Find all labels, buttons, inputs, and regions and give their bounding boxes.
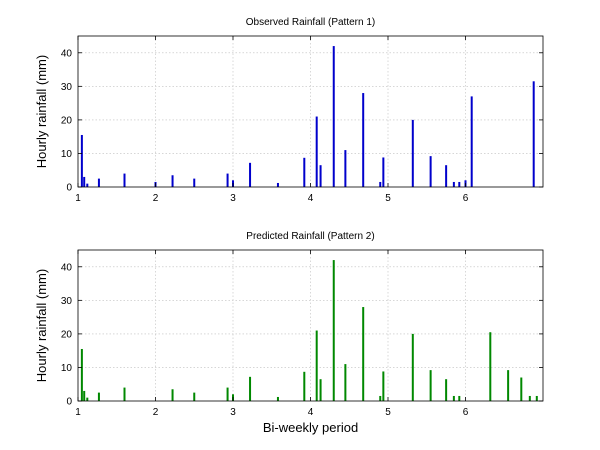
predicted-rainfall-bar <box>123 387 126 401</box>
predicted-rainfall-bar <box>379 395 382 401</box>
predicted-y-tick-label: 40 <box>61 262 73 273</box>
observed-rainfall-bar <box>171 175 174 187</box>
predicted-rainfall-bar <box>171 389 174 401</box>
predicted-rainfall-bar <box>429 370 432 401</box>
observed-rainfall-bar <box>332 46 335 187</box>
observed-x-tick-label: 5 <box>385 193 391 204</box>
observed-rainfall-bar <box>379 181 382 187</box>
predicted-rainfall-bar <box>80 348 83 401</box>
observed-x-tick-label: 1 <box>75 193 81 204</box>
observed-rainfall-bar <box>249 162 252 187</box>
predicted-rainfall-bar <box>83 390 86 401</box>
predicted-x-axis-label: Bi-weekly period <box>263 420 358 435</box>
observed-rainfall-bar <box>429 156 432 187</box>
predicted-x-tick-label: 1 <box>75 407 81 418</box>
predicted-rainfall-bar <box>97 392 100 401</box>
observed-x-tick-label: 3 <box>230 193 236 204</box>
predicted-chart-title: Predicted Rainfall (Pattern 2) <box>246 231 374 242</box>
predicted-rainfall-bar <box>303 371 306 401</box>
observed-rainfall-bar <box>532 81 535 187</box>
observed-rainfall-bar <box>276 182 279 187</box>
predicted-x-tick-label: 2 <box>153 407 159 418</box>
predicted-rainfall-bar <box>528 395 531 401</box>
observed-rainfall-bar <box>411 119 414 187</box>
predicted-rainfall-bar <box>411 333 414 401</box>
predicted-rainfall-bar <box>226 387 229 401</box>
observed-y-axis-label: Hourly rainfall (mm) <box>34 55 49 168</box>
observed-chart-title: Observed Rainfall (Pattern 1) <box>246 17 376 28</box>
observed-rainfall-bar <box>83 176 86 187</box>
observed-plot-frame <box>77 35 544 188</box>
observed-rainfall-bar <box>123 173 126 187</box>
predicted-rainfall-bar <box>458 395 461 401</box>
predicted-rainfall-bar <box>489 332 492 401</box>
observed-rainfall-bar <box>458 181 461 187</box>
observed-rainfall-bar <box>193 178 196 187</box>
observed-rainfall-panel: 1 2 3 4 5 6 0 10 20 30 40 Observed Rainfall (Patter… <box>34 17 544 204</box>
observed-rainfall-bar <box>470 96 473 187</box>
observed-rainfall-bar <box>452 181 455 187</box>
predicted-x-tick-label: 3 <box>230 407 236 418</box>
predicted-rainfall-bar <box>452 395 455 401</box>
predicted-x-tick-label: 6 <box>463 407 469 418</box>
predicted-rainfall-bar <box>193 392 196 401</box>
predicted-y-tick-label: 30 <box>61 296 73 307</box>
predicted-rainfall-bar <box>276 396 279 401</box>
observed-x-tick-label: 4 <box>308 193 314 204</box>
predicted-plot-frame <box>77 249 544 402</box>
observed-rainfall-bar <box>303 157 306 187</box>
observed-x-tick-label: 6 <box>463 193 469 204</box>
observed-rainfall-bar <box>80 134 83 187</box>
predicted-rainfall-bar <box>535 395 538 401</box>
observed-rainfall-bar <box>445 165 448 187</box>
predicted-rainfall-bar <box>362 307 365 401</box>
predicted-rainfall-bar <box>382 371 385 401</box>
observed-y-tick-label: 30 <box>61 82 73 93</box>
observed-rainfall-bar <box>86 183 89 187</box>
predicted-rainfall-bar <box>332 260 335 401</box>
predicted-rainfall-bar <box>249 376 252 401</box>
observed-x-tick-label: 2 <box>153 193 159 204</box>
predicted-rainfall-bar <box>319 379 322 401</box>
observed-y-tick-label: 40 <box>61 48 73 59</box>
predicted-rainfall-bar <box>315 330 318 401</box>
predicted-y-axis-label: Hourly rainfall (mm) <box>34 269 49 382</box>
observed-rainfall-bar <box>319 165 322 187</box>
predicted-x-tick-label: 5 <box>385 407 391 418</box>
predicted-rainfall-bar <box>344 364 347 401</box>
observed-y-tick-label: 10 <box>61 149 73 160</box>
predicted-rainfall-bar <box>520 377 523 401</box>
observed-rainfall-bar <box>344 150 347 187</box>
observed-rainfall-bar <box>362 93 365 187</box>
observed-y-tick-label: 0 <box>66 183 72 194</box>
predicted-y-tick-label: 20 <box>61 329 73 340</box>
observed-y-tick-label: 20 <box>61 115 73 126</box>
predicted-x-tick-label: 4 <box>308 407 314 418</box>
observed-rainfall-bar <box>315 116 318 187</box>
observed-rainfall-bar <box>226 173 229 187</box>
predicted-rainfall-bar <box>86 397 89 401</box>
predicted-rainfall-panel: 1 2 3 4 5 6 0 10 20 30 40 Predicted Rainfall (Patte… <box>34 231 544 435</box>
observed-rainfall-bar <box>382 157 385 187</box>
predicted-y-tick-label: 0 <box>66 397 72 408</box>
observed-rainfall-bar <box>97 178 100 187</box>
predicted-rainfall-bar <box>507 370 510 401</box>
predicted-y-tick-label: 10 <box>61 363 73 374</box>
predicted-rainfall-bar <box>445 379 448 401</box>
